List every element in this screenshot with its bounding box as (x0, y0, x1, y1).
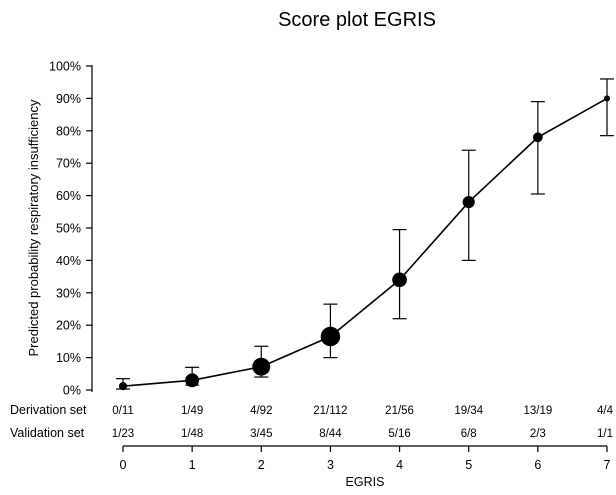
x-axis-label: EGRIS (346, 475, 385, 489)
data-point (392, 272, 407, 288)
x-tick-label: 0 (120, 458, 127, 472)
y-tick-label: 100% (49, 60, 81, 74)
plot-area (116, 78, 614, 391)
data-point (532, 132, 543, 143)
row-label: Derivation set (10, 403, 87, 417)
row-cell: 6/8 (461, 428, 477, 440)
row-cell: 19/34 (454, 405, 483, 417)
y-tick-label: 60% (56, 189, 81, 203)
row-cell: 13/19 (523, 405, 552, 417)
y-tick-label: 80% (56, 124, 81, 138)
row-cell: 21/56 (385, 405, 414, 417)
y-tick-label: 90% (56, 92, 81, 106)
row-cell: 4/92 (250, 405, 272, 417)
row-cell: 2/3 (530, 428, 546, 440)
row-cell: 1/48 (181, 428, 203, 440)
y-tick-label: 40% (56, 254, 81, 268)
y-tick-label: 10% (56, 351, 81, 365)
y-axis-label: Predicted probability respiratory insuff… (26, 99, 41, 356)
data-point (252, 357, 271, 376)
row-cell: 21/112 (313, 405, 347, 417)
count-table: Derivation set 0/11 1/49 4/92 21/112 21/56 19/… (10, 403, 614, 440)
y-tick-label: 70% (56, 157, 81, 171)
y-tick-label: 30% (56, 286, 81, 300)
data-point (320, 326, 341, 347)
x-tick-label: 2 (258, 458, 265, 472)
y-tick-label: 20% (56, 319, 81, 333)
row-cell: 1/1 (597, 428, 613, 440)
series-line (122, 97, 608, 387)
chart-title: Score plot EGRIS (278, 9, 436, 31)
y-tick-label: 50% (56, 222, 81, 236)
y-axis-ticks: 0% 10% 20% 30% 40% 50% 60% 70% 80% 90% 100% (49, 60, 92, 398)
row-cell: 1/23 (112, 428, 134, 440)
x-tick-label: 4 (396, 458, 403, 472)
row-cell: 1/49 (181, 405, 203, 417)
x-tick-label: 3 (327, 458, 334, 472)
data-point (603, 95, 611, 102)
row-cell: 5/16 (388, 428, 410, 440)
x-tick-label: 6 (534, 458, 541, 472)
row-cell: 8/44 (319, 428, 342, 440)
row-label: Validation set (10, 426, 85, 440)
y-tick-label: 0% (63, 384, 81, 398)
x-axis-ticks: 0 1 2 3 4 5 6 7 (120, 446, 611, 472)
row-cell: 3/45 (250, 428, 272, 440)
data-point (462, 196, 475, 209)
row-cell: 0/11 (112, 405, 134, 417)
x-tick-label: 5 (465, 458, 472, 472)
x-tick-label: 7 (604, 458, 611, 472)
data-point (185, 373, 200, 388)
x-tick-label: 1 (189, 458, 196, 472)
row-cell: 4/4 (597, 405, 614, 417)
data-point (118, 382, 128, 391)
